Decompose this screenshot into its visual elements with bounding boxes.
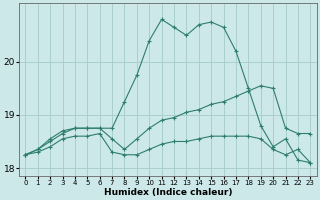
X-axis label: Humidex (Indice chaleur): Humidex (Indice chaleur)	[104, 188, 232, 197]
